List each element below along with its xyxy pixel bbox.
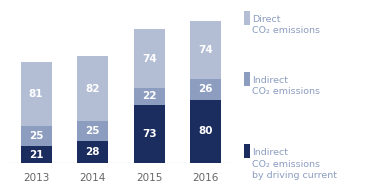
Text: 26: 26 xyxy=(199,84,213,94)
FancyBboxPatch shape xyxy=(244,11,250,25)
Bar xyxy=(77,56,108,121)
Text: 2015: 2015 xyxy=(136,173,162,183)
Text: Direct
CO₂ emissions: Direct CO₂ emissions xyxy=(252,15,320,35)
Bar xyxy=(77,121,108,141)
Text: 80: 80 xyxy=(199,126,213,136)
Text: 2016: 2016 xyxy=(193,173,219,183)
Bar xyxy=(134,105,165,163)
Bar xyxy=(134,88,165,105)
Text: 74: 74 xyxy=(142,53,156,63)
Text: Indirect
CO₂ emissions: Indirect CO₂ emissions xyxy=(252,76,320,96)
Text: 2013: 2013 xyxy=(23,173,49,183)
Text: 74: 74 xyxy=(199,45,213,55)
Bar xyxy=(190,100,221,163)
Bar xyxy=(21,63,51,127)
Bar xyxy=(21,127,51,146)
Text: 22: 22 xyxy=(142,91,156,101)
Bar xyxy=(77,141,108,163)
Text: 25: 25 xyxy=(85,126,100,136)
Text: 2014: 2014 xyxy=(80,173,106,183)
Text: 28: 28 xyxy=(85,147,100,157)
FancyBboxPatch shape xyxy=(244,72,250,86)
Text: Indirect
CO₂ emissions
by driving current: Indirect CO₂ emissions by driving curren… xyxy=(252,148,337,180)
Bar xyxy=(134,29,165,88)
Text: 73: 73 xyxy=(142,129,156,139)
FancyBboxPatch shape xyxy=(244,144,250,158)
Bar xyxy=(190,79,221,100)
Text: 81: 81 xyxy=(29,90,43,100)
Text: 21: 21 xyxy=(29,149,43,159)
Text: 82: 82 xyxy=(85,84,100,94)
Text: 25: 25 xyxy=(29,131,43,141)
Bar xyxy=(190,21,221,79)
Bar xyxy=(21,146,51,163)
